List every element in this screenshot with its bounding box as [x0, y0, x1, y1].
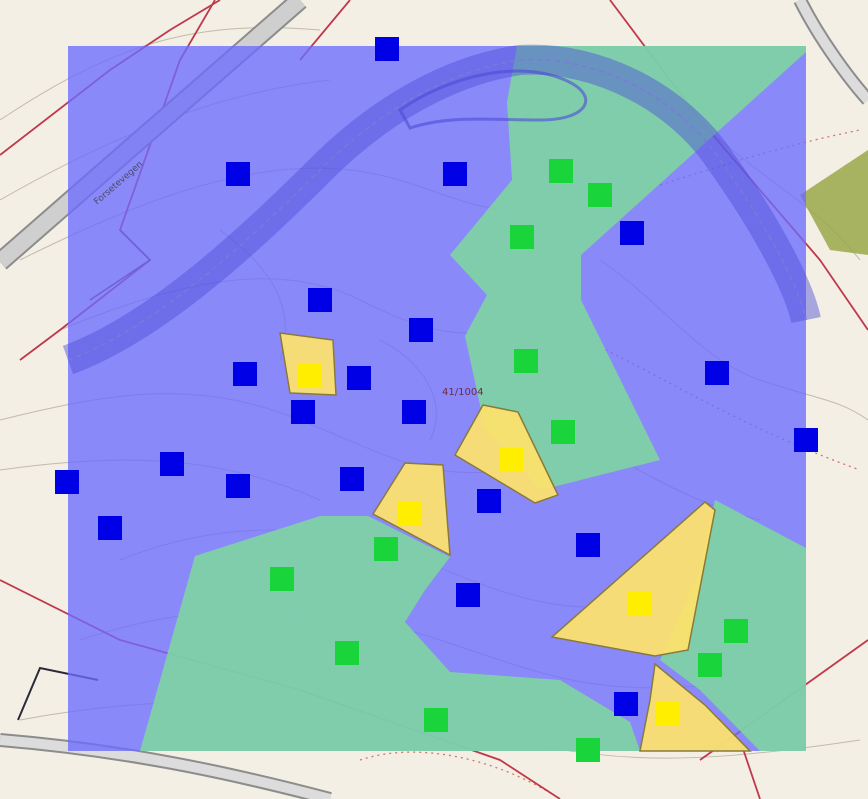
- blue-marker[interactable]: [98, 516, 122, 540]
- blue-marker[interactable]: [402, 400, 426, 424]
- blue-marker[interactable]: [477, 489, 501, 513]
- blue-marker[interactable]: [614, 692, 638, 716]
- blue-marker[interactable]: [308, 288, 332, 312]
- yellow-marker[interactable]: [298, 363, 322, 387]
- green-marker[interactable]: [514, 349, 538, 373]
- blue-marker[interactable]: [55, 470, 79, 494]
- green-marker[interactable]: [724, 619, 748, 643]
- yellow-marker[interactable]: [398, 502, 422, 526]
- blue-marker[interactable]: [340, 467, 364, 491]
- blue-marker[interactable]: [291, 400, 315, 424]
- blue-marker[interactable]: [794, 428, 818, 452]
- blue-marker[interactable]: [226, 474, 250, 498]
- green-marker[interactable]: [335, 641, 359, 665]
- blue-marker[interactable]: [443, 162, 467, 186]
- yellow-marker[interactable]: [499, 448, 523, 472]
- green-marker[interactable]: [588, 183, 612, 207]
- blue-marker[interactable]: [375, 37, 399, 61]
- blue-marker[interactable]: [347, 366, 371, 390]
- blue-marker[interactable]: [160, 452, 184, 476]
- green-marker[interactable]: [270, 567, 294, 591]
- yellow-marker[interactable]: [627, 592, 651, 616]
- green-marker[interactable]: [374, 537, 398, 561]
- blue-marker[interactable]: [456, 583, 480, 607]
- green-marker[interactable]: [549, 159, 573, 183]
- green-marker[interactable]: [424, 708, 448, 732]
- blue-marker[interactable]: [620, 221, 644, 245]
- yellow-marker[interactable]: [655, 701, 679, 725]
- green-marker[interactable]: [510, 225, 534, 249]
- blue-marker[interactable]: [409, 318, 433, 342]
- blue-marker[interactable]: [226, 162, 250, 186]
- blue-marker[interactable]: [705, 361, 729, 385]
- blue-marker[interactable]: [576, 533, 600, 557]
- zones-overlay: [68, 46, 806, 751]
- green-marker[interactable]: [698, 653, 722, 677]
- green-marker[interactable]: [576, 738, 600, 762]
- parcel-label: 41/1004: [442, 387, 484, 398]
- blue-marker[interactable]: [233, 362, 257, 386]
- green-marker[interactable]: [551, 420, 575, 444]
